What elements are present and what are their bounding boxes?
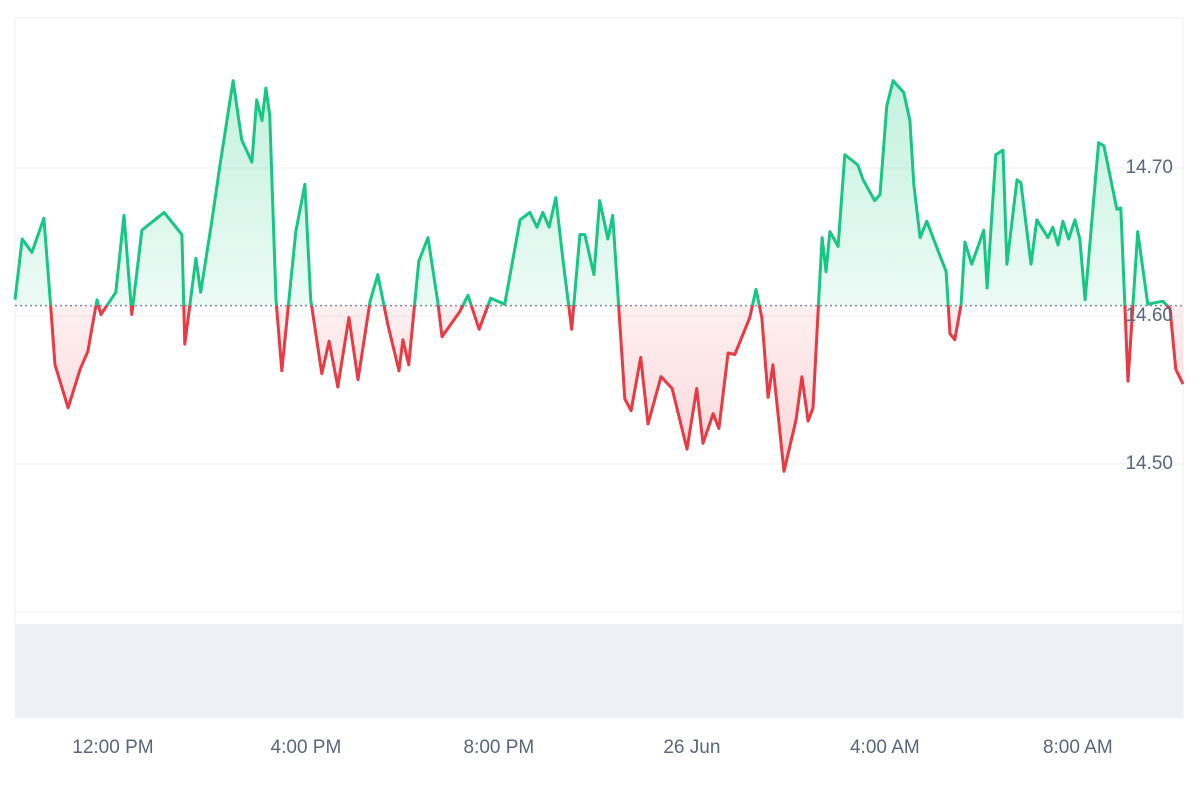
- plot-frame: [14, 17, 1184, 719]
- x-tick-label: 4:00 PM: [271, 737, 342, 758]
- x-tick-label: 12:00 PM: [72, 737, 153, 758]
- area-fill: [15, 80, 1183, 472]
- y-tick-label: 14.50: [1125, 453, 1173, 474]
- x-tick-label: 4:00 AM: [850, 737, 920, 758]
- price-line: [13, 79, 1185, 473]
- x-tick-label: 26 Jun: [663, 737, 720, 758]
- y-tick-label: 14.70: [1125, 157, 1173, 178]
- y-tick-label: 14.60: [1125, 305, 1173, 326]
- x-tick-label: 8:00 AM: [1043, 737, 1113, 758]
- x-tick-label: 8:00 PM: [464, 737, 535, 758]
- volume-band: [15, 624, 1183, 718]
